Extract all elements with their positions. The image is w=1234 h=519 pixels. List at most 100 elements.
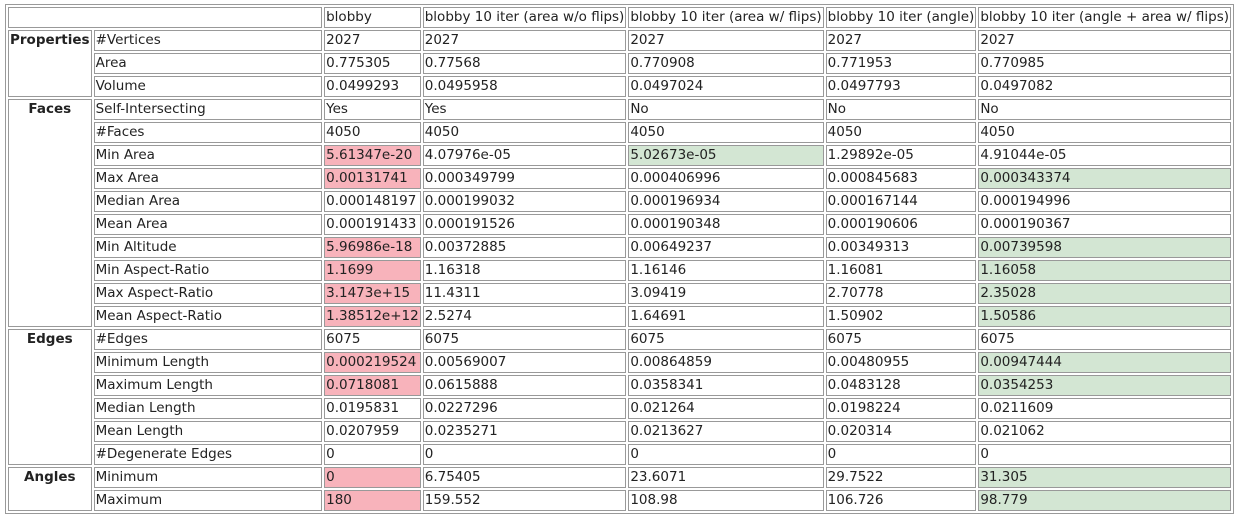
column-header: blobby 10 iter (area w/ flips) [628,7,824,28]
value-cell: 0.00480955 [825,352,977,373]
table-row: Min Area 5.61347e-20 4.07976e-05 5.02673e-0… [8,145,1231,166]
value-cell: 0.00864859 [628,352,824,373]
value-cell: 0.000343374 [978,168,1231,189]
value-cell: No [978,99,1231,120]
table-row: blobby blobby 10 iter (area w/o flips) blo… [8,7,1231,28]
value-cell: 0.0227296 [422,398,627,419]
row-label: Mean Area [93,214,323,235]
value-cell: 0.00349313 [825,237,977,258]
row-label: Median Area [93,191,323,212]
table-row: Max Area 0.00131741 0.000349799 0.000406996… [8,168,1231,189]
value-cell: 2027 [628,30,824,51]
value-cell: 0.00131741 [324,168,421,189]
table-row: Mean Aspect-Ratio 1.38512e+12 2.5274 1.6469… [8,306,1231,327]
value-cell: 4050 [628,122,824,143]
header-blank [8,7,323,28]
value-cell: 0.0235271 [422,421,627,442]
value-cell: 0.000194996 [978,191,1231,212]
value-cell: 159.552 [422,490,627,511]
row-label: Mean Aspect-Ratio [93,306,323,327]
value-cell: 0.000190606 [825,214,977,235]
table-row: Median Area 0.000148197 0.000199032 0.00019… [8,191,1231,212]
value-cell: 6075 [324,329,421,350]
value-cell: No [825,99,977,120]
value-cell: 0.0207959 [324,421,421,442]
value-cell: 2027 [422,30,627,51]
value-cell: 0.0615888 [422,375,627,396]
stats-table: blobby blobby 10 iter (area w/o flips) blo… [5,4,1234,514]
value-cell: Yes [324,99,421,120]
table-row: Maximum Length 0.0718081 0.0615888 0.035834… [8,375,1231,396]
value-cell: 108.98 [628,490,824,511]
row-label: Mean Length [93,421,323,442]
row-label: Min Area [93,145,323,166]
table-row: Area 0.775305 0.77568 0.770908 0.771953 0.770… [8,53,1231,74]
value-cell: 0 [825,444,977,465]
value-cell: 0.0483128 [825,375,977,396]
value-cell: 0.000845683 [825,168,977,189]
value-cell: 4050 [422,122,627,143]
value-cell: 0.021062 [978,421,1231,442]
value-cell: 2.5274 [422,306,627,327]
table-row: Properties #Vertices 2027 2027 2027 2027 2027 [8,30,1231,97]
value-cell: 1.16318 [422,260,627,281]
row-label: #Degenerate Edges [93,444,323,465]
value-cell: 0.770908 [628,53,824,74]
value-cell: 0.0497082 [978,76,1231,97]
table-row: Volume 0.0499293 0.0495958 0.0497024 0.04977… [8,76,1231,97]
value-cell: 0.000190348 [628,214,824,235]
table-row: Min Aspect-Ratio 1.1699 1.16318 1.16146 1.16… [8,260,1231,281]
value-cell: 3.1473e+15 [324,283,421,304]
value-cell: 0.775305 [324,53,421,74]
row-label: #Faces [93,122,323,143]
value-cell: 0.000199032 [422,191,627,212]
value-cell: 2027 [978,30,1231,51]
column-header: blobby 10 iter (angle) [825,7,977,28]
table-row: Mean Area 0.000191433 0.000191526 0.0001903… [8,214,1231,235]
value-cell: 0 [628,444,824,465]
value-cell: 6075 [422,329,627,350]
value-cell: 1.50902 [825,306,977,327]
row-label: Minimum Length [93,352,323,373]
value-cell: 3.09419 [628,283,824,304]
section-header: Faces [8,99,92,327]
value-cell: 0.000190367 [978,214,1231,235]
value-cell: 0.0198224 [825,398,977,419]
column-header: blobby 10 iter (angle + area w/ flips) [978,7,1231,28]
table-row: Faces Self-Intersecting Yes Yes No No No [8,99,1231,327]
value-cell: 0.000167144 [825,191,977,212]
value-cell: 6075 [978,329,1231,350]
row-label: #Edges [93,329,323,350]
value-cell: Yes [422,99,627,120]
section-header: Edges [8,329,92,465]
value-cell: 29.7522 [825,467,977,488]
value-cell: 0.0213627 [628,421,824,442]
value-cell: 0.0497024 [628,76,824,97]
column-header: blobby [324,7,421,28]
value-cell: 0 [324,444,421,465]
table-row: Max Aspect-Ratio 3.1473e+15 11.4311 3.09419… [8,283,1231,304]
value-cell: 0.021264 [628,398,824,419]
value-cell: 0.000196934 [628,191,824,212]
value-cell: 5.96986e-18 [324,237,421,258]
table-row: Angles Minimum 0 6.75405 23.6071 29.7522 31.30… [8,467,1231,511]
row-label: #Vertices [93,30,323,51]
value-cell: 98.779 [978,490,1231,511]
value-cell: 6075 [825,329,977,350]
value-cell: 0.000349799 [422,168,627,189]
table-row: #Degenerate Edges 0 0 0 0 0 [8,444,1231,465]
value-cell: 1.50586 [978,306,1231,327]
value-cell: 0.770985 [978,53,1231,74]
value-cell: 6075 [628,329,824,350]
value-cell: 0.00569007 [422,352,627,373]
value-cell: 0.0354253 [978,375,1231,396]
value-cell: 0.0718081 [324,375,421,396]
value-cell: 5.02673e-05 [628,145,824,166]
value-cell: 0.0195831 [324,398,421,419]
value-cell: 0.00372885 [422,237,627,258]
value-cell: 180 [324,490,421,511]
section-header: Properties [8,30,92,97]
value-cell: 1.29892e-05 [825,145,977,166]
value-cell: 0.00739598 [978,237,1231,258]
